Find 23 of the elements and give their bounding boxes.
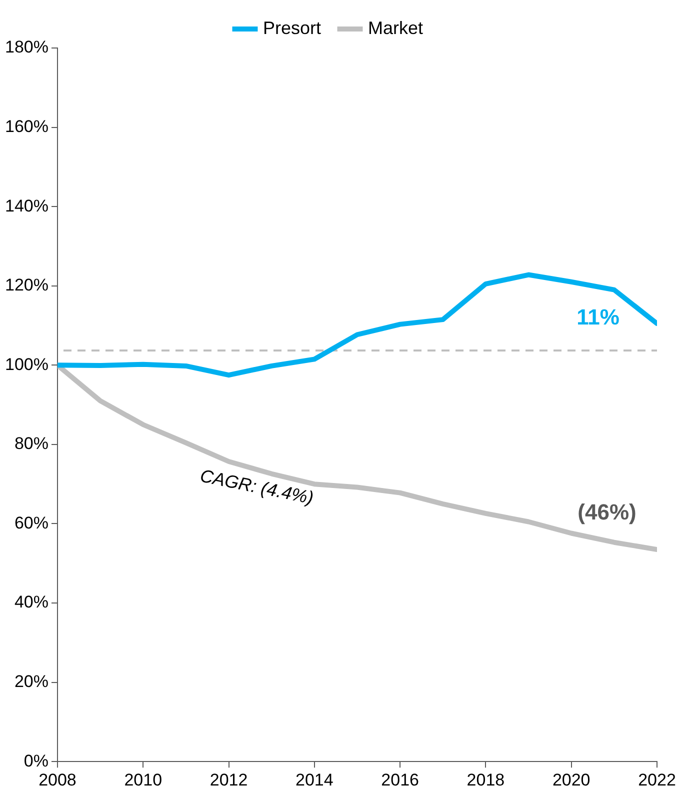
annotation: 11%	[576, 304, 620, 330]
y-tick-label: 140%	[4, 196, 48, 216]
y-tick-label: 20%	[14, 672, 48, 691]
y-tick-label: 0%	[24, 751, 48, 770]
y-tick-label: 180%	[4, 38, 48, 57]
x-tick-label: 2020	[552, 770, 590, 790]
x-tick-label: 2012	[210, 770, 248, 790]
x-tick-label: 2016	[381, 770, 419, 790]
legend-label: Market	[368, 18, 424, 38]
y-tick-label: 80%	[14, 434, 48, 454]
y-tick-label: 60%	[14, 513, 48, 532]
y-tick-label: 40%	[14, 592, 48, 612]
x-tick-label: 2014	[296, 770, 334, 790]
x-tick-label: 2010	[124, 770, 162, 790]
y-tick-label: 100%	[4, 354, 48, 374]
x-tick-label: 2018	[466, 770, 505, 790]
legend-label: Presort	[262, 18, 322, 38]
y-tick-label: 160%	[4, 116, 48, 136]
x-tick-label: 2022	[638, 770, 676, 790]
x-tick-label: 2008	[38, 770, 76, 790]
annotation: CAGR: (4.4%)	[198, 466, 316, 508]
annotation: (46%)	[578, 500, 636, 525]
y-tick-label: 120%	[4, 276, 48, 295]
